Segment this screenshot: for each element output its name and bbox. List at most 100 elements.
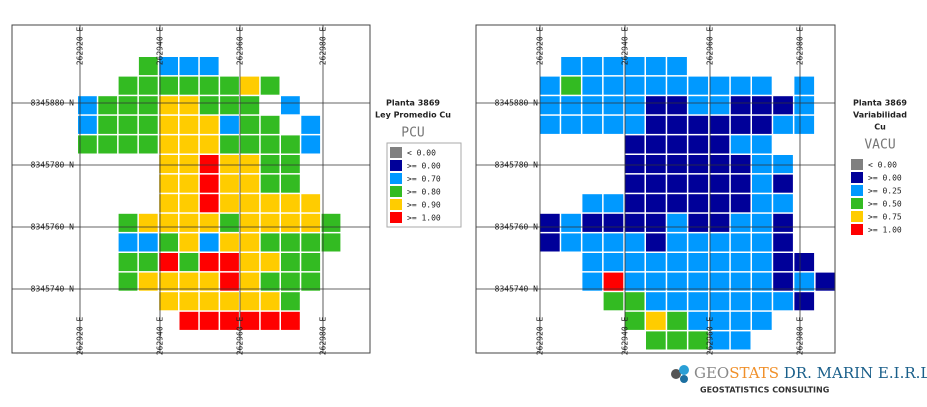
legend-swatch <box>851 198 863 209</box>
block-cell <box>138 253 158 272</box>
y-label: 8345880 N <box>495 99 539 108</box>
block-cell <box>281 253 300 272</box>
block-cell <box>240 272 260 291</box>
block-cell <box>688 155 709 174</box>
block-cell <box>773 174 793 193</box>
block-cell <box>667 194 687 213</box>
block-cell <box>240 233 260 252</box>
block-cell <box>667 57 687 76</box>
block-cell <box>624 115 645 134</box>
block-cell <box>603 194 624 213</box>
block-cell <box>603 253 624 272</box>
block-cell <box>138 57 158 76</box>
legend-label: >= 0.00 <box>868 174 902 183</box>
block-cell <box>159 76 178 95</box>
block-cell <box>624 292 645 311</box>
legend-label: < 0.00 <box>868 161 897 170</box>
block-cell <box>794 272 815 291</box>
block-cell <box>752 292 772 311</box>
legend-swatch <box>390 173 402 184</box>
block-cell <box>561 213 581 232</box>
x-label-bottom: 262940 E <box>156 317 165 356</box>
block-cell <box>667 331 687 350</box>
block-cell <box>199 96 219 115</box>
block-cell <box>138 213 158 232</box>
block-cell <box>773 115 793 134</box>
block-cell <box>260 174 280 193</box>
block-cell <box>179 115 199 134</box>
block-cell <box>646 213 666 232</box>
block-cell <box>752 174 772 193</box>
legend-heading: Planta 3869 <box>386 99 440 108</box>
block-cell <box>667 174 687 193</box>
block-cell <box>730 233 751 252</box>
block-cell <box>752 115 772 134</box>
block-cell <box>199 253 219 272</box>
block-cell <box>561 233 581 252</box>
block-cell <box>179 194 199 213</box>
block-cell <box>220 292 239 311</box>
block-cell <box>730 155 751 174</box>
block-cell <box>624 96 645 115</box>
block-cell <box>773 155 793 174</box>
block-cell <box>260 233 280 252</box>
block-cell <box>159 292 178 311</box>
block-cell <box>794 292 815 311</box>
legend-heading: Variabilidad <box>853 111 907 120</box>
block-cell <box>773 253 793 272</box>
block-cell <box>624 174 645 193</box>
block-cell <box>118 213 138 232</box>
block-cell <box>730 194 751 213</box>
block-cell <box>179 174 199 193</box>
block-cell <box>159 57 178 76</box>
block-cell <box>301 135 321 154</box>
block-cell <box>220 253 239 272</box>
block-cell <box>281 194 300 213</box>
block-cell <box>220 194 239 213</box>
block-cell <box>688 135 709 154</box>
block-cell <box>260 76 280 95</box>
block-cell <box>281 213 300 232</box>
block-cell <box>709 96 730 115</box>
block-cell <box>240 96 260 115</box>
block-cell <box>561 76 581 95</box>
block-cell <box>646 155 666 174</box>
block-cell <box>301 213 321 232</box>
block-cell <box>646 272 666 291</box>
block-cell <box>179 76 199 95</box>
block-cell <box>773 272 793 291</box>
block-cell <box>240 194 260 213</box>
block-cell <box>709 292 730 311</box>
block-cell <box>624 233 645 252</box>
x-label-top: 262960 E <box>236 27 245 66</box>
block-cell <box>709 194 730 213</box>
block-cell <box>138 76 158 95</box>
block-cell <box>730 135 751 154</box>
x-label-top: 262920 E <box>536 27 545 66</box>
block-cell <box>730 115 751 134</box>
block-cell <box>646 311 666 330</box>
block-cell <box>179 253 199 272</box>
block-cell <box>603 57 624 76</box>
block-cell <box>561 96 581 115</box>
block-cell <box>667 233 687 252</box>
block-cell <box>646 76 666 95</box>
block-cell <box>179 272 199 291</box>
block-cell <box>199 174 219 193</box>
block-cell <box>646 331 666 350</box>
block-cell <box>240 76 260 95</box>
block-cell <box>78 115 97 134</box>
block-cell <box>561 57 581 76</box>
block-cell <box>179 311 199 330</box>
block-cell <box>773 96 793 115</box>
block-cell <box>179 57 199 76</box>
block-cell <box>138 115 158 134</box>
block-cell <box>159 96 178 115</box>
block-cell <box>260 194 280 213</box>
legend-swatch <box>851 211 863 222</box>
block-cell <box>78 96 97 115</box>
logo-tagline: GEOSTATISTICS CONSULTING <box>700 386 829 395</box>
logo-part: STATS <box>729 364 779 382</box>
block-cell <box>179 155 199 174</box>
